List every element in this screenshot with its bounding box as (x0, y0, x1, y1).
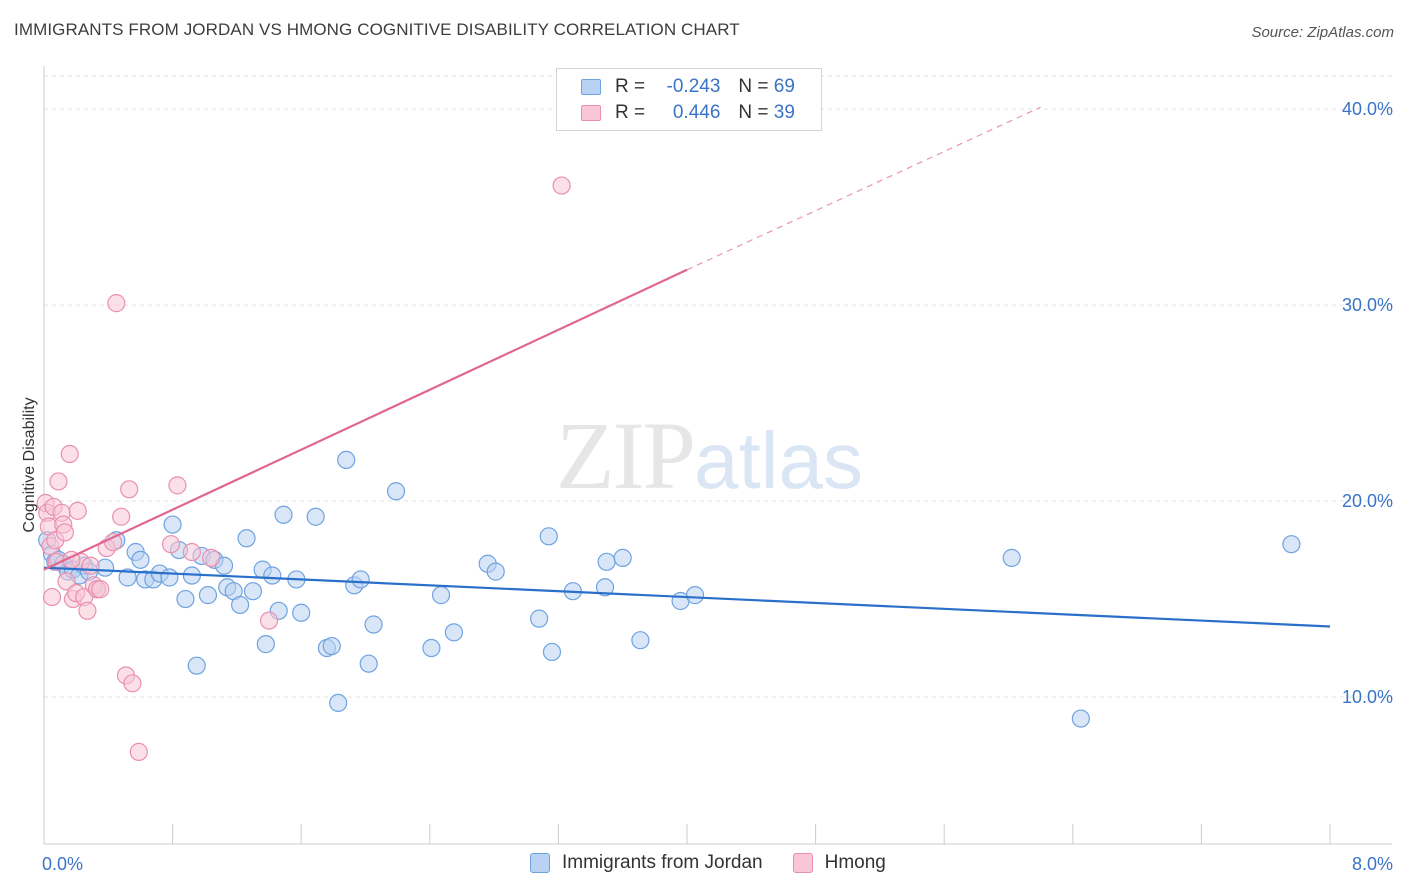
legend-row-jordan: R = -0.243 N = 69 (581, 75, 795, 99)
jordan-point (131, 550, 150, 569)
hmong-point (60, 444, 79, 464)
watermark-zip: ZIP (556, 402, 696, 509)
jordan-point (351, 570, 370, 589)
jordan-point (1282, 535, 1301, 554)
jordan-point (597, 552, 616, 571)
hmong-point (107, 294, 126, 313)
jordan-point (118, 568, 137, 587)
hmong-trend-line-extension (686, 106, 1041, 271)
hmong-point (91, 580, 110, 599)
hmong-point (78, 601, 97, 620)
jordan-point (274, 505, 293, 524)
jordan-point (613, 548, 632, 567)
jordan-point (231, 595, 250, 615)
hmong-point (161, 535, 181, 554)
jordan-point (163, 515, 182, 534)
jordan-point (176, 589, 195, 609)
hmong-point (120, 480, 139, 499)
hmong-point (42, 587, 62, 607)
x-tick-label: 0.0% (42, 854, 83, 874)
legend-n-label: N = (738, 76, 769, 97)
jordan-point (292, 603, 311, 622)
jordan-point (685, 586, 705, 605)
hmong-point (57, 572, 76, 591)
legend-item-jordan: Immigrants from Jordan (530, 852, 763, 874)
legend-swatch-hmong (792, 853, 813, 873)
y-tick-label: 30.0% (1342, 295, 1393, 315)
jordan-point (263, 566, 282, 585)
hmong-point (55, 523, 74, 542)
y-tick-label: 40.0% (1342, 99, 1393, 119)
hmong-point (68, 501, 87, 520)
correlation-legend: R = -0.243 N = 69 R = 0.446 N = 39 (556, 68, 822, 131)
jordan-point (329, 693, 348, 713)
jordan-point (1071, 709, 1090, 728)
jordan-point (542, 642, 562, 662)
jordan-point (595, 578, 615, 597)
jordan-point (187, 656, 206, 675)
jordan-point (322, 636, 341, 656)
jordan-point (243, 582, 263, 601)
jordan-point (160, 568, 179, 587)
jordan-point (530, 609, 549, 628)
hmong-point (112, 507, 131, 526)
jordan-point (337, 450, 356, 469)
x-tick-label: 8.0% (1352, 854, 1393, 874)
y-tick-label: 20.0% (1342, 491, 1393, 511)
hmong-point (182, 542, 201, 562)
jordan-point (364, 615, 383, 634)
series-legend: Immigrants from Jordan Hmong (530, 852, 916, 874)
legend-n-label: N = (738, 102, 769, 123)
hmong-point (81, 556, 100, 575)
jordan-trend-line (43, 566, 1331, 628)
chart-source: Source: ZipAtlas.com (1251, 24, 1394, 41)
hmong-point (552, 176, 571, 195)
jordan-point (486, 562, 505, 581)
legend-item-hmong: Hmong (792, 852, 886, 874)
jordan-point (422, 638, 441, 658)
legend-r-value: 0.446 (672, 102, 721, 123)
y-tick-label: 10.0% (1342, 687, 1393, 707)
hmong-trend-line (43, 268, 688, 571)
legend-swatch-jordan (530, 853, 550, 873)
jordan-point (444, 623, 464, 642)
jordan-point (1002, 548, 1021, 567)
legend-row-hmong: R = 0.446 N = 39 (581, 101, 795, 125)
legend-r-label: R = (615, 76, 646, 97)
hmong-point (129, 742, 148, 761)
legend-swatch-jordan (581, 79, 601, 95)
jordan-point (631, 631, 650, 650)
watermark: ZIPatlas (556, 400, 863, 511)
y-axis-label: Cognitive Disability (21, 397, 38, 532)
watermark-atlas: atlas (694, 416, 863, 505)
hmong-point (168, 476, 187, 495)
legend-n-value: 69 (773, 76, 795, 97)
jordan-point (359, 654, 378, 673)
jordan-point (198, 586, 218, 605)
hmong-point (259, 611, 279, 630)
legend-r-value: -0.243 (666, 76, 721, 97)
hmong-point (202, 548, 221, 567)
hmong-point (49, 472, 68, 491)
legend-swatch-hmong (581, 105, 601, 121)
jordan-point (306, 507, 325, 526)
jordan-point (539, 527, 558, 546)
legend-label-hmong: Hmong (824, 852, 886, 873)
legend-r-label: R = (615, 102, 646, 123)
chart-title: IMMIGRANTS FROM JORDAN VS HMONG COGNITIV… (14, 20, 740, 39)
hmong-point (123, 674, 142, 693)
jordan-point (386, 482, 406, 501)
legend-label-jordan: Immigrants from Jordan (562, 852, 763, 873)
jordan-point (431, 586, 451, 605)
jordan-point (237, 529, 256, 548)
legend-n-value: 39 (773, 102, 795, 123)
jordan-point (256, 635, 275, 654)
